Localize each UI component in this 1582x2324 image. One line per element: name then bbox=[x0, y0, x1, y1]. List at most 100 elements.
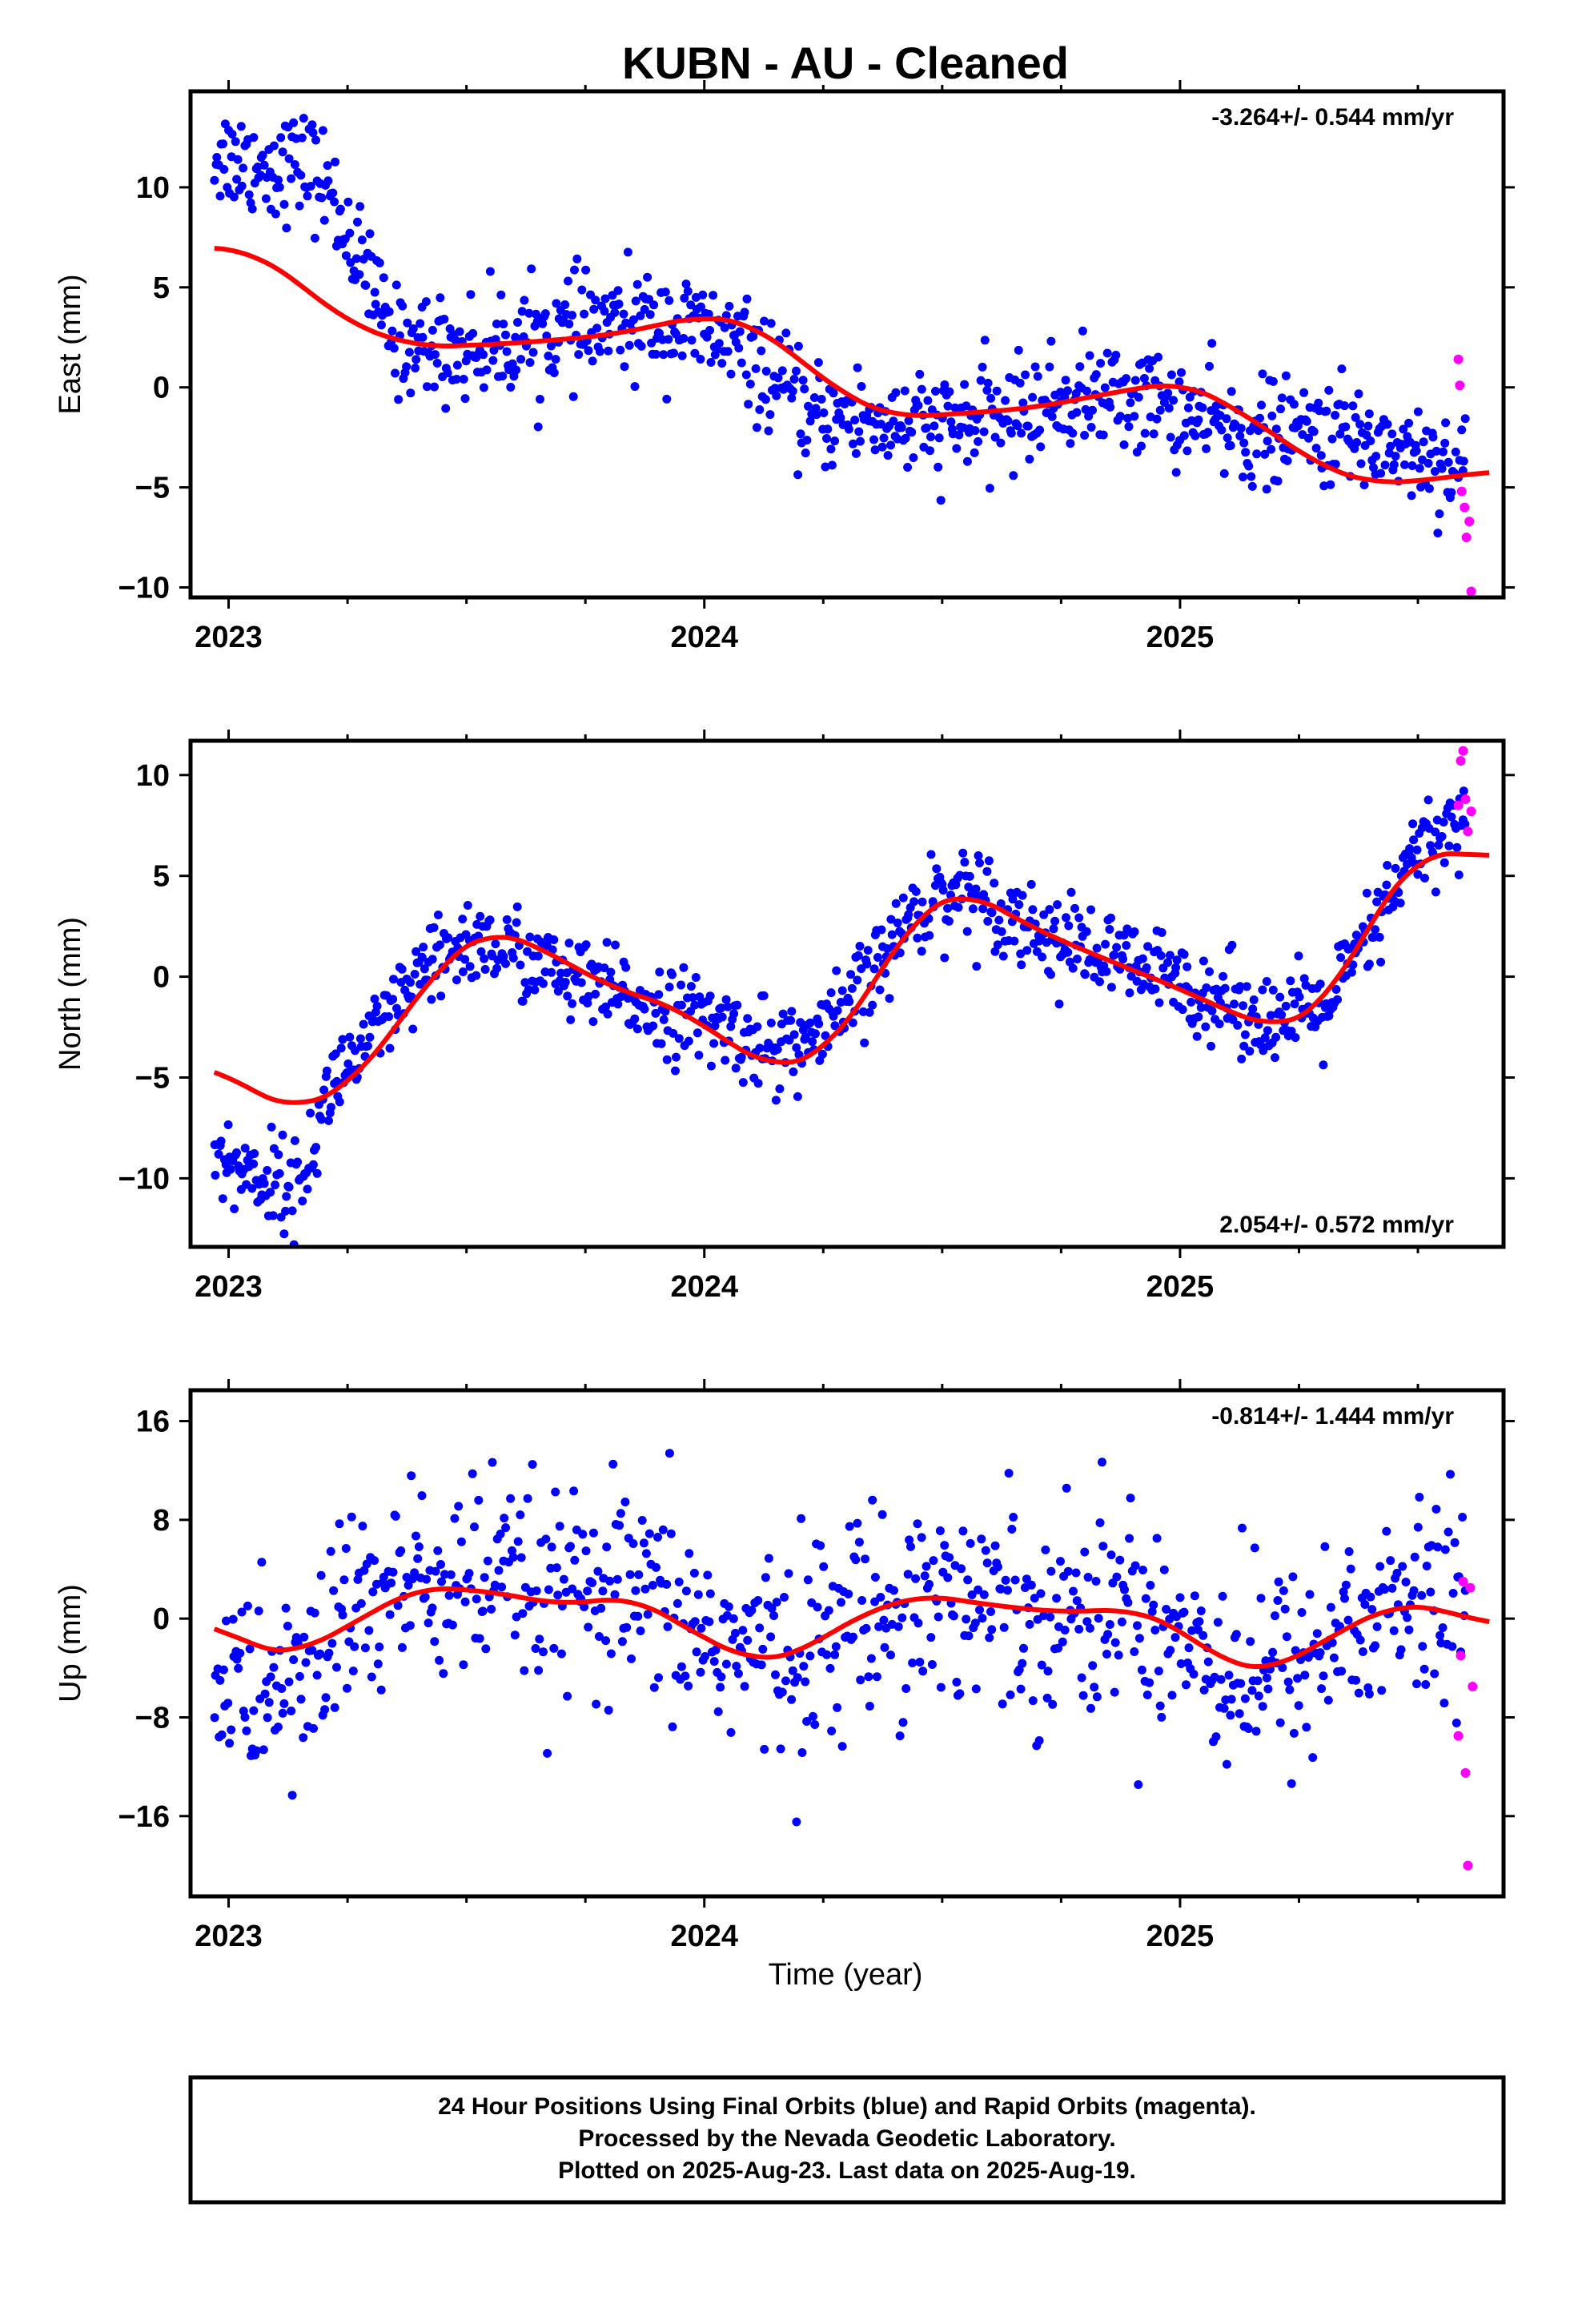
up-final-point bbox=[761, 1573, 770, 1582]
up-final-point bbox=[616, 1509, 625, 1518]
north-final-point bbox=[726, 1022, 736, 1031]
caption-line-3: Plotted on 2025-Aug-23. Last data on 202… bbox=[558, 2157, 1136, 2184]
north-final-point bbox=[1045, 905, 1054, 915]
up-final-point bbox=[813, 1602, 822, 1612]
up-final-point bbox=[1326, 1602, 1335, 1612]
east-final-point bbox=[1407, 491, 1416, 501]
east-final-point bbox=[297, 133, 307, 143]
up-final-point bbox=[994, 1562, 1002, 1572]
north-final-point bbox=[759, 991, 769, 1000]
east-final-point bbox=[737, 358, 746, 368]
east-final-point bbox=[1096, 359, 1106, 368]
up-final-point bbox=[1256, 1594, 1266, 1603]
north-final-point bbox=[452, 975, 461, 985]
east-final-point bbox=[1413, 407, 1423, 416]
east-final-point bbox=[889, 416, 898, 426]
east-final-point bbox=[879, 433, 889, 443]
up-rate-label: -0.814+/- 1.444 mm/yr bbox=[1211, 1403, 1454, 1429]
east-final-point bbox=[980, 336, 990, 345]
up-final-point bbox=[920, 1571, 930, 1581]
east-final-point bbox=[698, 290, 708, 300]
east-final-point bbox=[1183, 403, 1193, 412]
up-final-point bbox=[936, 1683, 946, 1692]
north-final-point bbox=[384, 1012, 394, 1021]
up-final-point bbox=[865, 1702, 874, 1711]
north-final-point bbox=[1403, 859, 1412, 869]
east-final-point bbox=[408, 324, 418, 333]
up-final-point bbox=[729, 1614, 738, 1623]
up-final-point bbox=[631, 1586, 640, 1595]
north-final-point bbox=[553, 987, 563, 996]
north-final-point bbox=[837, 986, 847, 995]
east-final-point bbox=[757, 346, 766, 356]
up-final-point bbox=[1125, 1534, 1134, 1543]
up-final-point bbox=[999, 1622, 1009, 1632]
north-final-point bbox=[436, 991, 446, 1001]
north-final-point bbox=[1049, 924, 1058, 934]
east-final-point bbox=[781, 328, 791, 338]
east-final-point bbox=[1431, 446, 1441, 456]
north-final-point bbox=[1248, 1004, 1258, 1014]
up-final-point bbox=[1438, 1623, 1447, 1632]
north-final-point bbox=[965, 871, 974, 881]
east-final-point bbox=[299, 114, 308, 123]
north-final-point bbox=[476, 911, 485, 921]
north-final-point bbox=[520, 978, 530, 987]
north-final-point bbox=[564, 939, 574, 948]
up-final-point bbox=[1054, 1643, 1063, 1653]
east-rapid-point bbox=[1464, 517, 1475, 527]
east-final-point bbox=[982, 385, 992, 395]
up-final-point bbox=[985, 1633, 994, 1642]
up-final-point bbox=[606, 1649, 616, 1659]
up-final-point bbox=[1418, 1642, 1427, 1651]
east-final-point bbox=[1433, 529, 1443, 538]
up-final-point bbox=[391, 1511, 400, 1521]
east-final-point bbox=[1028, 392, 1038, 402]
up-final-point bbox=[1211, 1732, 1221, 1742]
up-final-point bbox=[1341, 1580, 1351, 1590]
up-final-point bbox=[974, 1585, 983, 1594]
east-final-point bbox=[897, 423, 906, 432]
north-final-point bbox=[1074, 913, 1084, 923]
north-final-point bbox=[688, 993, 697, 1003]
up-final-point bbox=[713, 1707, 723, 1716]
north-final-point bbox=[654, 990, 664, 999]
east-final-point bbox=[249, 133, 259, 143]
north-final-point bbox=[775, 1084, 785, 1094]
north-final-point bbox=[1038, 952, 1047, 962]
up-final-point bbox=[1126, 1494, 1135, 1503]
up-final-point bbox=[897, 1613, 907, 1622]
north-final-point bbox=[338, 1035, 347, 1044]
up-final-point bbox=[437, 1577, 446, 1586]
east-final-point bbox=[1337, 364, 1347, 374]
up-final-point bbox=[1280, 1604, 1290, 1614]
up-final-point bbox=[864, 1672, 873, 1682]
north-final-point bbox=[891, 899, 901, 908]
east-rapid-point bbox=[1466, 586, 1476, 597]
up-final-point bbox=[407, 1471, 416, 1481]
up-final-point bbox=[326, 1546, 335, 1556]
north-final-point bbox=[962, 927, 972, 936]
east-final-point bbox=[1086, 423, 1096, 432]
east-final-point bbox=[706, 358, 716, 367]
north-final-point bbox=[738, 1078, 748, 1088]
east-final-point bbox=[1440, 438, 1450, 448]
up-y-tick-label: 0 bbox=[153, 1602, 170, 1636]
east-final-point bbox=[755, 405, 765, 414]
east-final-point bbox=[416, 319, 425, 328]
north-final-point bbox=[327, 1103, 335, 1112]
up-final-point bbox=[721, 1659, 731, 1669]
up-final-point bbox=[299, 1632, 309, 1642]
north-final-point bbox=[1018, 891, 1027, 900]
up-final-point bbox=[454, 1502, 464, 1511]
east-final-point bbox=[430, 382, 439, 392]
up-final-point bbox=[444, 1590, 454, 1600]
east-final-point bbox=[524, 308, 534, 318]
east-final-point bbox=[371, 300, 380, 309]
up-final-point bbox=[1343, 1615, 1353, 1625]
up-final-point bbox=[535, 1634, 544, 1644]
up-final-point bbox=[979, 1590, 989, 1599]
east-final-point bbox=[357, 235, 367, 245]
east-final-point bbox=[1359, 480, 1369, 489]
north-final-point bbox=[674, 1034, 684, 1043]
